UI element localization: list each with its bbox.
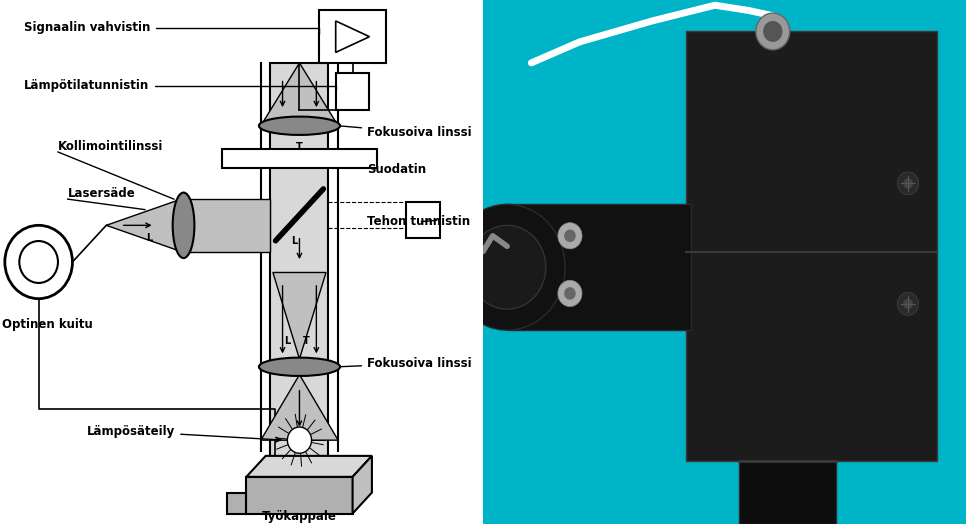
Text: Tehon tunnistin: Tehon tunnistin bbox=[367, 215, 470, 228]
Text: L: L bbox=[284, 335, 291, 346]
Text: L: L bbox=[292, 236, 298, 246]
Bar bbox=[507, 204, 691, 330]
Bar bbox=[246, 477, 353, 514]
Text: Lämpösäteily: Lämpösäteily bbox=[87, 425, 281, 442]
Text: Optinen kuitu: Optinen kuitu bbox=[2, 319, 93, 331]
Text: Lasersäde: Lasersäde bbox=[68, 188, 135, 200]
Text: Fokusoiva linssi: Fokusoiva linssi bbox=[341, 126, 471, 139]
Circle shape bbox=[564, 287, 576, 300]
Circle shape bbox=[288, 427, 311, 453]
Circle shape bbox=[449, 204, 565, 330]
Bar bbox=[336, 73, 369, 110]
Circle shape bbox=[897, 172, 919, 195]
Ellipse shape bbox=[173, 193, 194, 258]
Circle shape bbox=[19, 241, 58, 283]
Polygon shape bbox=[353, 456, 372, 514]
Polygon shape bbox=[261, 375, 338, 440]
Text: Työkappale: Työkappale bbox=[262, 510, 337, 523]
Circle shape bbox=[469, 225, 546, 309]
Bar bbox=[222, 149, 377, 168]
Polygon shape bbox=[273, 272, 327, 359]
Text: T: T bbox=[297, 141, 302, 152]
Bar bbox=[270, 63, 328, 461]
Text: T: T bbox=[303, 335, 310, 346]
Polygon shape bbox=[186, 199, 270, 252]
Circle shape bbox=[5, 225, 72, 299]
Circle shape bbox=[903, 299, 913, 309]
Bar bbox=[739, 461, 836, 524]
Bar bbox=[406, 202, 440, 238]
Polygon shape bbox=[106, 199, 182, 252]
Bar bbox=[319, 10, 386, 63]
Text: Signaalin vahvistin: Signaalin vahvistin bbox=[24, 21, 319, 35]
Circle shape bbox=[558, 223, 582, 249]
Circle shape bbox=[763, 21, 782, 42]
Bar bbox=[686, 31, 937, 461]
Circle shape bbox=[903, 178, 913, 189]
Ellipse shape bbox=[259, 116, 340, 135]
Circle shape bbox=[558, 280, 582, 307]
Ellipse shape bbox=[259, 357, 340, 376]
Bar bbox=[227, 493, 246, 514]
Text: L: L bbox=[147, 233, 153, 244]
Circle shape bbox=[897, 292, 919, 315]
Text: Lämpötilatunnistin: Lämpötilatunnistin bbox=[24, 79, 336, 92]
Text: Fokusoiva linssi: Fokusoiva linssi bbox=[341, 357, 471, 370]
Text: Kollimointilinssi: Kollimointilinssi bbox=[58, 140, 163, 153]
Polygon shape bbox=[336, 21, 369, 52]
Circle shape bbox=[756, 13, 790, 50]
Polygon shape bbox=[261, 63, 338, 126]
Polygon shape bbox=[246, 456, 372, 477]
Text: Suodatin: Suodatin bbox=[367, 158, 426, 176]
Circle shape bbox=[564, 230, 576, 242]
